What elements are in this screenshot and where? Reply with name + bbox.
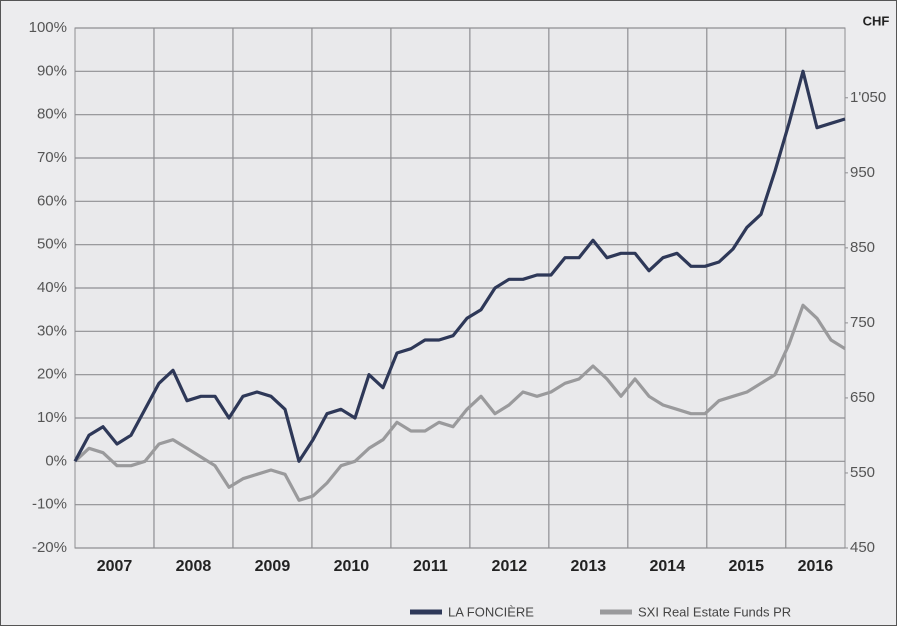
y2-tick-label: 550 <box>850 464 875 481</box>
y-tick-label: 30% <box>37 322 67 339</box>
y-tick-label: -20% <box>32 539 67 556</box>
x-tick-label: 2012 <box>492 558 528 575</box>
x-tick-label: 2014 <box>650 558 686 575</box>
x-tick-label: 2009 <box>255 558 291 575</box>
y2-tick-label: 950 <box>850 164 875 181</box>
y2-axis-label: CHF <box>863 13 890 28</box>
y-tick-label: 10% <box>37 409 67 426</box>
y2-tick-label: 450 <box>850 539 875 556</box>
x-tick-label: 2015 <box>728 558 764 575</box>
y-tick-label: 80% <box>37 106 67 123</box>
y2-tick-label: 750 <box>850 314 875 331</box>
x-tick-label: 2010 <box>334 558 370 575</box>
x-tick-label: 2011 <box>413 558 448 575</box>
y-tick-label: 60% <box>37 192 67 209</box>
x-tick-label: 2013 <box>571 558 607 575</box>
y2-tick-label: 850 <box>850 239 875 256</box>
y-tick-label: 40% <box>37 279 67 296</box>
x-tick-label: 2008 <box>176 558 212 575</box>
y-tick-label: 100% <box>29 19 67 36</box>
y-tick-label: 70% <box>37 149 67 166</box>
x-tick-label: 2016 <box>798 558 834 575</box>
y2-tick-label: 650 <box>850 389 875 406</box>
legend-label: SXI Real Estate Funds PR <box>638 604 791 619</box>
y-tick-label: -10% <box>32 496 67 513</box>
y-tick-label: 50% <box>37 236 67 253</box>
y2-tick-label: 1'050 <box>850 89 886 106</box>
x-tick-label: 2007 <box>97 558 133 575</box>
y-tick-label: 20% <box>37 366 67 383</box>
legend-label: LA FONCIÈRE <box>448 604 534 619</box>
y-tick-label: 90% <box>37 62 67 79</box>
series-line <box>73 303 846 502</box>
y-tick-label: 0% <box>45 452 67 469</box>
series-line <box>73 69 846 463</box>
